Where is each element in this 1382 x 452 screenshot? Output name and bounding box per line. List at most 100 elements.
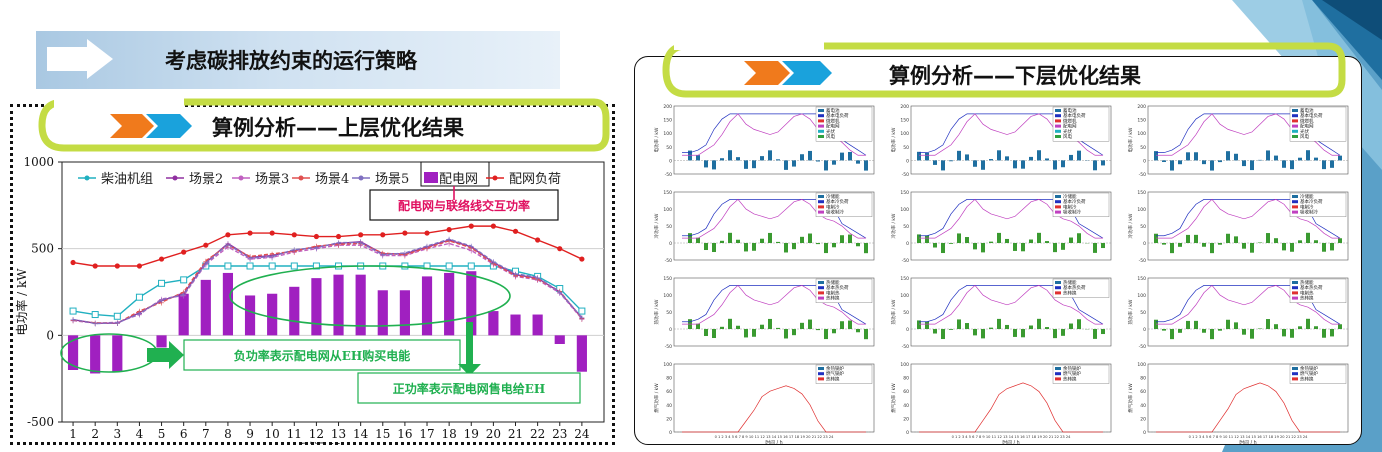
mini-y-axis-label: 热功率 / kW bbox=[1127, 299, 1134, 324]
mini-legend-label: 风电 bbox=[1063, 133, 1072, 140]
point-scenario: + bbox=[202, 259, 209, 268]
point-scenario: + bbox=[70, 317, 77, 326]
point-scenario: + bbox=[92, 319, 99, 328]
mini-legend-label: 电制热 bbox=[826, 289, 840, 296]
mini-bar bbox=[973, 160, 977, 167]
series-line-4 bbox=[72, 238, 583, 325]
point-diesel bbox=[113, 312, 121, 320]
mini-series-line bbox=[682, 284, 866, 325]
mini-bar bbox=[949, 243, 953, 244]
mini-bar bbox=[989, 327, 993, 329]
point-scenario: + bbox=[512, 272, 519, 281]
mini-bar bbox=[1250, 329, 1254, 339]
mini-bar bbox=[1226, 151, 1230, 161]
mini-legend-label: 余热锅炉 bbox=[826, 365, 844, 372]
mini-bar bbox=[792, 329, 796, 336]
point-scenario: + bbox=[114, 319, 121, 328]
mini-legend-swatch bbox=[1292, 205, 1298, 209]
mini-y-tick-label: -50 bbox=[1139, 172, 1146, 178]
mini-bar bbox=[1210, 243, 1214, 254]
legend-marker bbox=[84, 175, 90, 181]
mini-y-tick-label: 100 bbox=[900, 131, 909, 137]
mini-bar bbox=[1282, 243, 1286, 251]
mini-bar bbox=[1154, 151, 1158, 161]
y-tick-label: -500 bbox=[27, 415, 54, 429]
mini-bar bbox=[933, 329, 937, 334]
mini-legend-swatch bbox=[1292, 291, 1298, 295]
point-scenario: + bbox=[158, 295, 165, 304]
mini-y-tick-label: -50 bbox=[902, 172, 909, 178]
mini-y-tick-label: -50 bbox=[902, 344, 909, 350]
point-diesel bbox=[91, 311, 99, 319]
mini-y-axis-label: 热功率 / kW bbox=[890, 299, 897, 324]
x-tick-label: 3 bbox=[113, 427, 121, 441]
point-scenario: + bbox=[136, 311, 143, 320]
point-load bbox=[247, 230, 253, 236]
mini-bar bbox=[957, 150, 961, 161]
point-diesel bbox=[158, 279, 166, 287]
bar-grid-power bbox=[355, 274, 366, 336]
mini-bar bbox=[1037, 318, 1041, 329]
mini-bar bbox=[1029, 325, 1033, 329]
mini-y-tick-label: 80 bbox=[903, 376, 909, 382]
bar-grid-power bbox=[289, 286, 300, 336]
mini-bar bbox=[1234, 322, 1238, 329]
mini-bar bbox=[1202, 160, 1206, 165]
mini-legend-label: 光伏 bbox=[826, 128, 835, 135]
mini-legend-label: 微燃机 bbox=[1063, 117, 1077, 124]
y-tick-label: 1000 bbox=[23, 155, 54, 169]
mini-bar bbox=[856, 329, 860, 333]
mini-y-tick-label: 100 bbox=[900, 293, 909, 299]
mini-y-tick-label: 150 bbox=[663, 190, 672, 196]
mini-legend-swatch bbox=[1292, 124, 1298, 128]
left-banner-title: 算例分析——上层优化结果 bbox=[212, 116, 464, 140]
mini-bar bbox=[744, 243, 748, 252]
mini-bar bbox=[696, 323, 700, 329]
point-scenario: + bbox=[402, 250, 409, 259]
mini-y-tick-label: 150 bbox=[900, 118, 909, 124]
series-line-5 bbox=[72, 225, 583, 267]
point-scenario: + bbox=[446, 235, 453, 244]
point-scenario: + bbox=[158, 298, 165, 307]
point-scenario: + bbox=[269, 250, 276, 259]
mini-legend-swatch bbox=[1055, 367, 1061, 370]
mini-legend-label: 热转换 bbox=[1300, 295, 1314, 302]
bar-grid-power bbox=[90, 335, 101, 374]
mini-series-line bbox=[682, 198, 866, 239]
mini-bar bbox=[1226, 233, 1230, 243]
positive-note-box bbox=[357, 372, 581, 404]
mini-bar bbox=[864, 329, 868, 340]
mini-legend-label: 热转换 bbox=[1300, 375, 1314, 382]
x-axis-label: 时间 / h bbox=[301, 441, 345, 444]
mini-y-tick-label: 50 bbox=[1140, 145, 1146, 151]
mini-bar bbox=[1298, 240, 1302, 243]
mini-legend-swatch bbox=[1292, 296, 1298, 300]
legend-marker bbox=[172, 175, 178, 181]
mini-legend-swatch bbox=[818, 291, 824, 295]
point-load bbox=[181, 249, 187, 255]
mini-legend-swatch bbox=[818, 200, 824, 204]
mini-bar bbox=[784, 329, 788, 339]
mini-legend-box bbox=[1289, 192, 1347, 217]
mini-y-tick-label: 0 bbox=[669, 430, 672, 436]
mini-x-axis-label: 时间 / h bbox=[1239, 439, 1256, 444]
point-scenario: + bbox=[490, 258, 497, 267]
mini-bar bbox=[776, 159, 780, 161]
mini-bar bbox=[1338, 155, 1342, 161]
bar-grid-power bbox=[200, 279, 211, 336]
point-load bbox=[291, 232, 297, 238]
point-scenario: + bbox=[225, 243, 232, 252]
mini-y-tick-label: 150 bbox=[1137, 118, 1146, 124]
interaction-note-box bbox=[369, 189, 559, 221]
mini-legend-box bbox=[1052, 106, 1110, 142]
point-scenario: + bbox=[468, 246, 475, 255]
mini-bar bbox=[1093, 329, 1097, 339]
mini-y-tick-label: 150 bbox=[1137, 276, 1146, 282]
mini-bar bbox=[1194, 320, 1198, 329]
mini-y-tick-label: 60 bbox=[903, 389, 909, 395]
bar-grid-power bbox=[156, 335, 167, 348]
point-scenario: + bbox=[158, 297, 165, 306]
mini-y-tick-label: 0 bbox=[906, 241, 909, 247]
bar-grid-power bbox=[576, 335, 587, 372]
point-scenario: + bbox=[136, 310, 143, 319]
